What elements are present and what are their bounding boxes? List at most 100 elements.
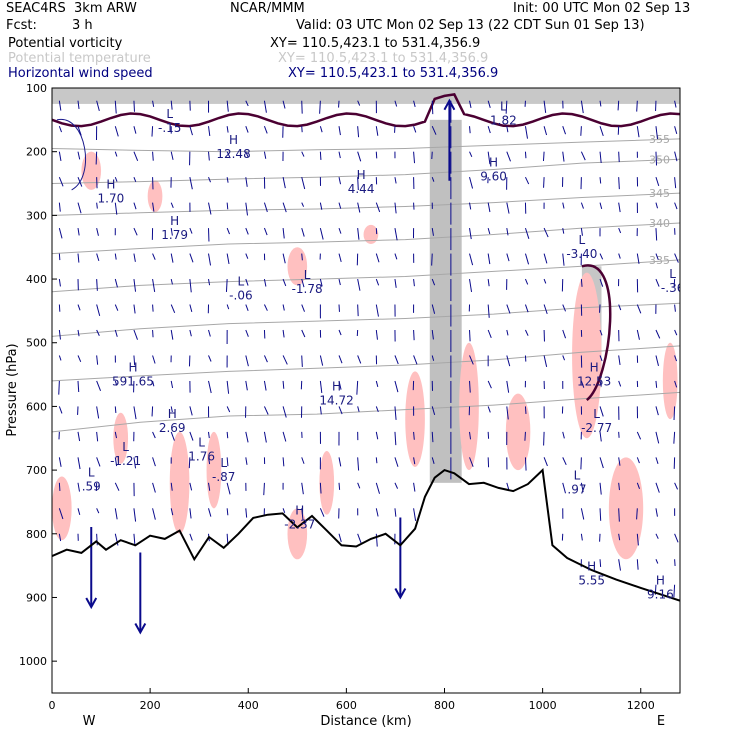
- wind-vector: [338, 126, 341, 136]
- wind-vector: [58, 278, 61, 287]
- y-tick-label: 400: [26, 273, 47, 286]
- wind-vector: [413, 126, 417, 133]
- wind-vector: [77, 482, 80, 492]
- wind-vector: [282, 406, 287, 418]
- wind-vector: [338, 329, 342, 336]
- wind-vector: [542, 151, 545, 162]
- wind-vector: [469, 457, 474, 467]
- pv-shading-patch: [662, 342, 678, 420]
- wind-vector: [655, 482, 660, 493]
- pv-shading-patch: [206, 431, 222, 509]
- wind-arrowhead: [394, 587, 407, 600]
- wind-vector: [263, 304, 268, 311]
- wind-vector: [245, 202, 248, 216]
- wind-vector: [562, 126, 567, 135]
- theta-contour: [52, 259, 680, 293]
- wind-vector: [189, 482, 193, 491]
- wind-vector: [674, 100, 677, 108]
- wind-vector: [170, 431, 175, 441]
- wind-vector: [394, 228, 398, 241]
- wind-vector: [599, 278, 604, 287]
- wind-vector: [114, 508, 118, 520]
- wind-vector: [506, 329, 509, 336]
- wind-vector: [95, 151, 98, 165]
- wind-vector: [189, 508, 192, 519]
- low-marker: L: [304, 268, 311, 282]
- high-marker: H: [106, 178, 115, 192]
- wind-vector: [263, 126, 268, 134]
- wind-vector: [543, 126, 548, 136]
- wind-vector: [357, 457, 360, 471]
- wind-vector: [245, 227, 249, 235]
- field-xy-pv: XY= 110.5,423.1 to 531.4,356.9: [270, 36, 481, 51]
- wind-vector: [170, 151, 174, 160]
- pv-shading-patch: [147, 180, 163, 213]
- wind-vector: [58, 406, 63, 414]
- extremum-value: 12.53: [577, 374, 611, 388]
- wind-vector: [506, 304, 511, 314]
- wind-vector: [543, 304, 548, 315]
- wind-vector: [431, 304, 436, 314]
- extremum-value: -2.77: [581, 421, 612, 435]
- extremum-value: 591.65: [112, 374, 154, 388]
- wind-vector: [487, 227, 491, 235]
- wind-vector: [524, 227, 530, 239]
- wind-vector: [357, 482, 361, 489]
- extremum-value: 2.69: [159, 421, 186, 435]
- high-marker: H: [128, 360, 137, 374]
- wind-vector: [431, 176, 435, 182]
- wind-vector: [673, 431, 676, 444]
- wind-vector: [599, 482, 602, 495]
- wind-vector: [599, 177, 602, 184]
- high-marker: H: [295, 504, 304, 518]
- wind-vector: [226, 177, 229, 183]
- wind-vector: [674, 177, 677, 189]
- wind-vector: [208, 355, 212, 362]
- wind-vector: [319, 278, 323, 287]
- wind-vector: [208, 126, 211, 136]
- wind-vector: [618, 533, 621, 541]
- wind-vector: [301, 355, 303, 367]
- wind-vector: [245, 380, 248, 391]
- wind-vector: [599, 151, 602, 164]
- wind-vector: [133, 457, 137, 469]
- y-tick-label: 100: [26, 82, 47, 95]
- extremum-value: -.87: [212, 470, 235, 484]
- wind-vector: [562, 304, 566, 312]
- wind-vector: [301, 278, 305, 288]
- pv-shading-patch: [52, 476, 72, 541]
- wind-vector: [580, 151, 586, 161]
- wind-vector: [226, 482, 231, 495]
- wind-vector: [77, 151, 81, 160]
- extremum-value: -.36: [661, 281, 684, 295]
- wind-vector: [58, 508, 64, 520]
- wind-vector: [543, 227, 549, 238]
- init-time: Init: 00 UTC Mon 02 Sep 13: [513, 1, 691, 16]
- wind-vector: [543, 278, 547, 284]
- west-end-label: W: [83, 714, 96, 729]
- wind-vector: [170, 329, 174, 340]
- theta-contour-label: 335: [649, 254, 670, 267]
- wind-vector: [263, 151, 267, 159]
- wind-vector: [413, 508, 417, 521]
- wind-vector: [245, 100, 249, 107]
- wind-vector: [226, 202, 229, 210]
- x-tick-label: 600: [336, 699, 357, 712]
- wind-vector: [208, 380, 212, 394]
- wind-vector: [674, 533, 679, 543]
- stratosphere-pv-band: [52, 88, 680, 104]
- wind-vector: [338, 278, 341, 286]
- wind-vector: [208, 278, 211, 286]
- extremum-value: 12.48: [216, 147, 250, 161]
- extremum-value: 5.55: [578, 574, 605, 588]
- wind-vector: [96, 329, 100, 336]
- wind-vector: [562, 457, 567, 465]
- convective-core-shading: [429, 119, 462, 483]
- wind-vector: [58, 151, 62, 161]
- wind-vector: [674, 482, 679, 490]
- wind-vector: [301, 227, 305, 237]
- x-tick-label: 400: [238, 699, 259, 712]
- wind-vector: [394, 100, 398, 107]
- wind-vector: [413, 329, 415, 341]
- wind-vector: [96, 431, 99, 442]
